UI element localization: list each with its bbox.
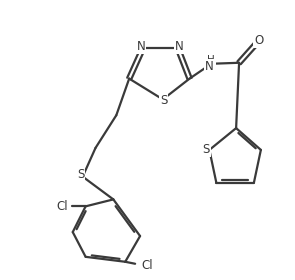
Text: S: S [77, 168, 84, 181]
Text: H: H [207, 55, 215, 65]
Text: Cl: Cl [56, 200, 68, 213]
Text: N: N [205, 60, 214, 73]
Text: N: N [137, 40, 145, 53]
Text: S: S [160, 94, 168, 107]
Text: O: O [254, 34, 263, 48]
Text: N: N [175, 40, 184, 53]
Text: S: S [203, 143, 210, 157]
Text: Cl: Cl [141, 259, 153, 272]
